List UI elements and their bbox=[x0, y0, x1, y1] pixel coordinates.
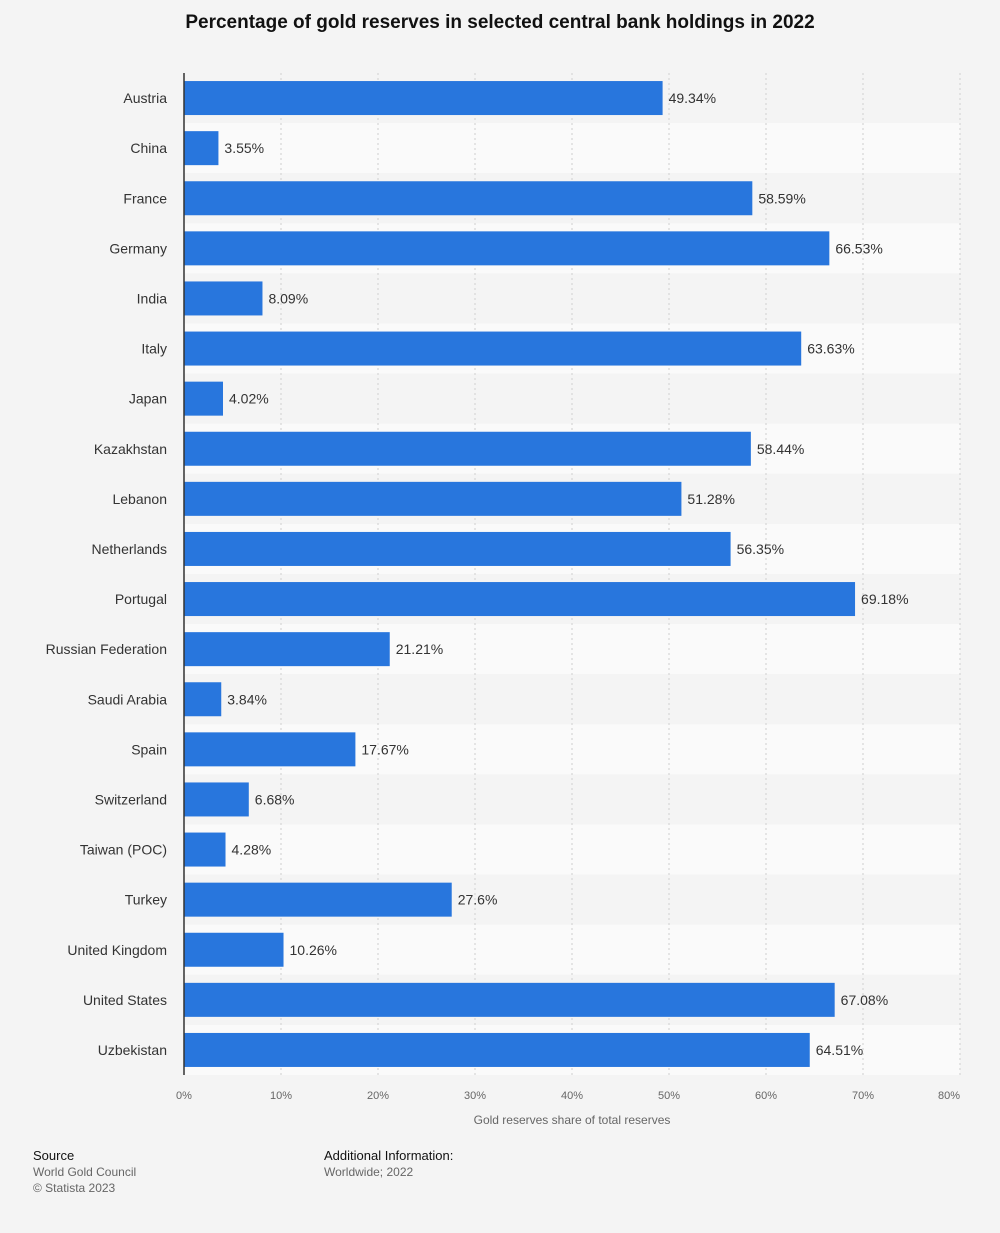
x-tick-label: 0% bbox=[176, 1090, 192, 1102]
category-label: United Kingdom bbox=[67, 942, 167, 958]
value-labels: 49.34% 3.55% 58.59% 66.53% 8.09% 63.63% 4.02% 5… bbox=[224, 90, 908, 1058]
value-label: 58.59% bbox=[758, 190, 805, 206]
category-label: Portugal bbox=[115, 591, 167, 607]
bar[interactable] bbox=[184, 131, 219, 166]
x-tick-label: 30% bbox=[464, 1090, 486, 1102]
bar[interactable] bbox=[184, 81, 663, 116]
bar[interactable] bbox=[184, 481, 682, 516]
additional-info-heading: Additional Information: bbox=[324, 1148, 454, 1163]
value-label: 17.67% bbox=[361, 741, 408, 757]
bars bbox=[184, 81, 856, 1067]
value-label: 3.84% bbox=[227, 691, 267, 707]
value-label: 51.28% bbox=[687, 491, 734, 507]
category-label: Austria bbox=[123, 90, 167, 106]
category-label: Saudi Arabia bbox=[88, 691, 168, 707]
bar[interactable] bbox=[184, 381, 223, 416]
bar[interactable] bbox=[184, 331, 802, 366]
source-name[interactable]: World Gold Council bbox=[33, 1165, 137, 1179]
x-tick-label: 60% bbox=[755, 1090, 777, 1102]
value-label: 58.44% bbox=[757, 441, 804, 457]
bar[interactable] bbox=[184, 281, 263, 316]
category-label: Kazakhstan bbox=[94, 441, 167, 457]
bar[interactable] bbox=[184, 832, 226, 867]
category-label: Germany bbox=[109, 240, 167, 256]
category-label: Japan bbox=[129, 391, 167, 407]
bar[interactable] bbox=[184, 1032, 810, 1067]
bar[interactable] bbox=[184, 531, 731, 566]
bar-chart: Austria China France Germany India Italy Japan… bbox=[46, 73, 961, 1127]
category-label: Switzerland bbox=[95, 791, 167, 807]
bar[interactable] bbox=[184, 782, 249, 817]
bar[interactable] bbox=[184, 982, 835, 1017]
value-label: 4.28% bbox=[232, 842, 272, 858]
x-tick-label: 10% bbox=[270, 1090, 292, 1102]
category-labels: Austria China France Germany India Italy Japan… bbox=[46, 90, 168, 1058]
additional-info-text: Worldwide; 2022 bbox=[324, 1165, 414, 1179]
value-label: 27.6% bbox=[458, 892, 498, 908]
bar[interactable] bbox=[184, 181, 753, 216]
value-label: 69.18% bbox=[861, 591, 908, 607]
category-label: Turkey bbox=[125, 892, 167, 908]
x-tick-labels: 0% 10% 20% 30% 40% 50% 60% 70% 80% bbox=[176, 1090, 960, 1102]
value-label: 8.09% bbox=[268, 290, 308, 306]
bar[interactable] bbox=[184, 582, 856, 617]
category-label: India bbox=[137, 290, 168, 306]
chart-title: Percentage of gold reserves in selected … bbox=[185, 12, 815, 33]
source-block: Source World Gold Council © Statista 202… bbox=[33, 1148, 136, 1196]
bar[interactable] bbox=[184, 732, 356, 767]
category-label: Uzbekistan bbox=[98, 1042, 167, 1058]
value-label: 3.55% bbox=[224, 140, 264, 156]
value-label: 6.68% bbox=[255, 791, 295, 807]
additional-info-block: Additional Information: Worldwide; 2022 bbox=[324, 1148, 453, 1180]
x-tick-label: 70% bbox=[852, 1090, 874, 1102]
copyright: © Statista 2023 bbox=[33, 1181, 116, 1195]
source-heading: Source bbox=[33, 1148, 75, 1163]
value-label: 56.35% bbox=[737, 541, 784, 557]
category-label: Lebanon bbox=[112, 491, 167, 507]
value-label: 4.02% bbox=[229, 391, 269, 407]
x-tick-label: 20% bbox=[367, 1090, 389, 1102]
bar[interactable] bbox=[184, 682, 222, 717]
x-axis-title: Gold reserves share of total reserves bbox=[474, 1113, 671, 1127]
category-label: Russian Federation bbox=[46, 641, 167, 657]
bar[interactable] bbox=[184, 431, 751, 466]
bar[interactable] bbox=[184, 932, 284, 967]
bar[interactable] bbox=[184, 632, 390, 667]
value-label: 63.63% bbox=[807, 341, 854, 357]
value-label: 67.08% bbox=[841, 992, 888, 1008]
value-label: 64.51% bbox=[816, 1042, 863, 1058]
x-tick-label: 50% bbox=[658, 1090, 680, 1102]
category-label: Taiwan (POC) bbox=[80, 842, 167, 858]
value-label: 10.26% bbox=[290, 942, 337, 958]
category-label: China bbox=[130, 140, 167, 156]
bar[interactable] bbox=[184, 882, 452, 917]
bar[interactable] bbox=[184, 231, 830, 266]
value-label: 49.34% bbox=[669, 90, 716, 106]
x-tick-label: 40% bbox=[561, 1090, 583, 1102]
category-label: France bbox=[123, 190, 167, 206]
category-label: Netherlands bbox=[92, 541, 168, 557]
category-label: Spain bbox=[131, 741, 167, 757]
x-tick-label: 80% bbox=[938, 1090, 960, 1102]
category-label: United States bbox=[83, 992, 167, 1008]
category-label: Italy bbox=[141, 341, 167, 357]
value-label: 21.21% bbox=[396, 641, 443, 657]
value-label: 66.53% bbox=[835, 240, 882, 256]
